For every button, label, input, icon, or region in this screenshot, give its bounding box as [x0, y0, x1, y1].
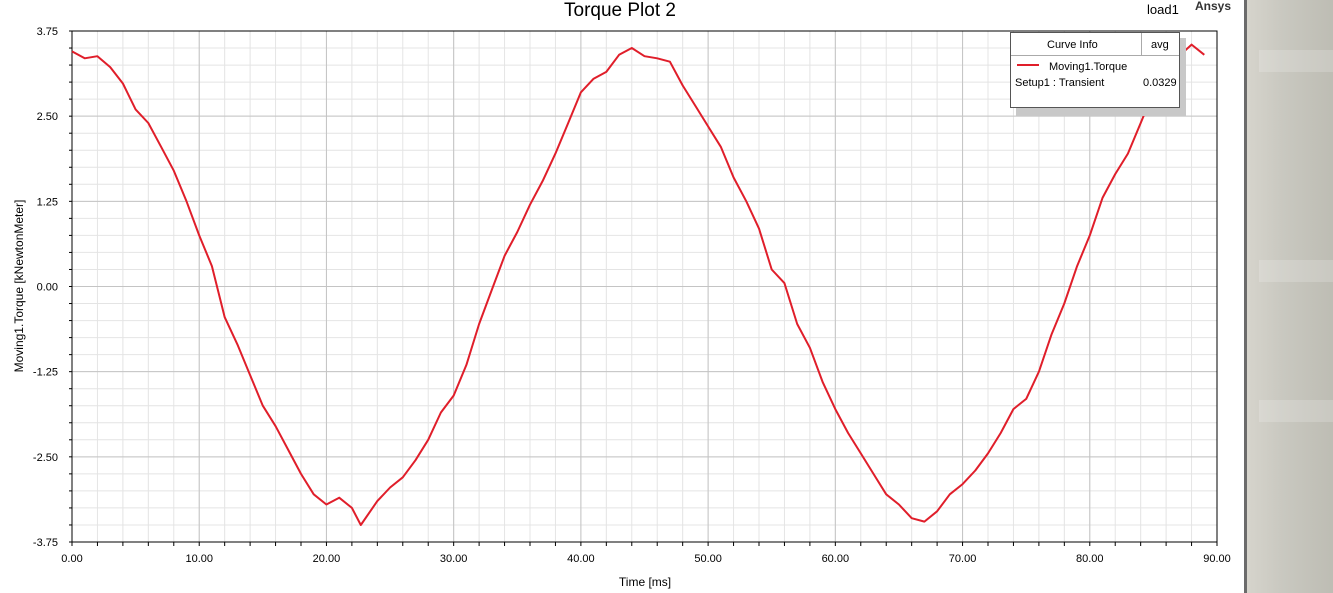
y-tick-label: -1.25 [33, 367, 58, 379]
legend-header-info: Curve Info [1047, 39, 1098, 51]
torque-curve[interactable] [71, 43, 1205, 526]
x-tick-label: 30.00 [440, 553, 468, 565]
x-tick-label: 70.00 [949, 553, 977, 565]
x-axis-label: Time [ms] [618, 575, 672, 589]
x-tick-label: 90.00 [1203, 553, 1231, 565]
brand-label: Ansys [1195, 0, 1232, 13]
side-panel [1244, 0, 1333, 593]
legend-box[interactable]: Curve Info avg Moving1.Torque Setup1 : T… [1010, 32, 1180, 108]
x-tick-label: 60.00 [822, 553, 850, 565]
legend-curve-setup: Setup1 : Transient [1015, 77, 1105, 89]
chart-title: Torque Plot 2 [564, 0, 676, 21]
design-tag: load1 [1147, 2, 1179, 17]
x-tick-label: 20.00 [313, 553, 341, 565]
x-tick-label: 0.00 [61, 553, 82, 565]
panel-streak [1259, 50, 1333, 72]
legend-separator [1011, 55, 1179, 56]
tick-labels: 0.00 10.00 20.00 30.00 40.00 50.00 60.00 70.00 8… [33, 26, 1231, 565]
y-axis-label: Moving1.Torque [kNewtonMeter] [12, 199, 26, 373]
x-tick-label: 10.00 [185, 553, 213, 565]
y-tick-label: -3.75 [33, 537, 58, 549]
plot-canvas[interactable]: 0.00 10.00 20.00 30.00 40.00 50.00 60.00 70.00 8… [0, 0, 1240, 593]
y-tick-label: 3.75 [37, 26, 58, 38]
x-tick-label: 50.00 [694, 553, 722, 565]
y-tick-label: 1.25 [37, 196, 58, 208]
y-tick-label: 0.00 [37, 282, 58, 294]
legend-divider [1141, 33, 1142, 55]
x-tick-label: 40.00 [567, 553, 595, 565]
y-tick-label: 2.50 [37, 111, 58, 123]
axis-ticks [69, 30, 1218, 546]
legend-swatch [1017, 64, 1039, 66]
legend-header-avg: avg [1151, 39, 1169, 51]
legend-curve-avg: 0.0329 [1143, 77, 1177, 89]
panel-streak [1259, 400, 1333, 422]
y-tick-label: -2.50 [33, 452, 58, 464]
panel-streak [1259, 260, 1333, 282]
legend-curve-name[interactable]: Moving1.Torque [1049, 61, 1128, 73]
x-tick-label: 80.00 [1076, 553, 1104, 565]
